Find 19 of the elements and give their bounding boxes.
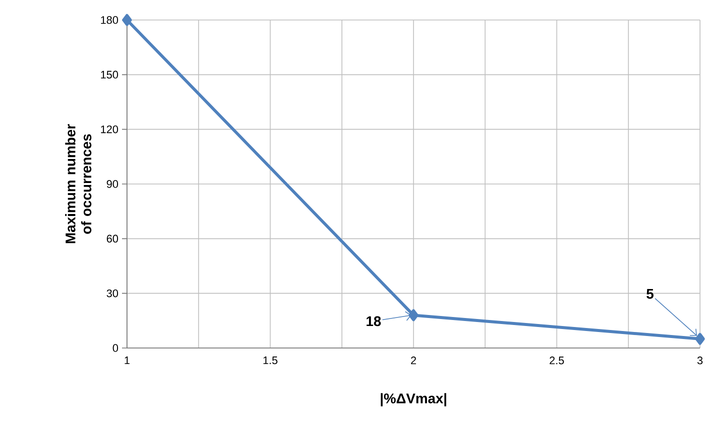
point [122,14,132,26]
x-tick-label: 3 [697,356,703,364]
y-axis-title: Maximum number of occurrences [65,124,92,244]
x-tick-label: 2.5 [550,356,564,364]
x-tick-label: 1.5 [263,356,278,364]
y-tick-label: 150 [101,70,118,79]
x-tick-label: 2 [411,356,416,364]
annotation: 5 [646,289,654,299]
y-tick-label: 90 [106,180,118,188]
point [695,332,705,345]
y-tick-label: 30 [106,289,118,298]
x-axis-title: |%ΔVmax| [380,393,446,406]
annotation: 18 [366,316,381,326]
point [408,309,418,322]
y-tick-label: 120 [101,125,118,134]
y-tick-label: 0 [112,344,118,352]
y-tick-label: 60 [106,234,118,243]
x-tick-label: 1 [124,356,130,364]
y-tick-label: 180 [101,16,118,24]
